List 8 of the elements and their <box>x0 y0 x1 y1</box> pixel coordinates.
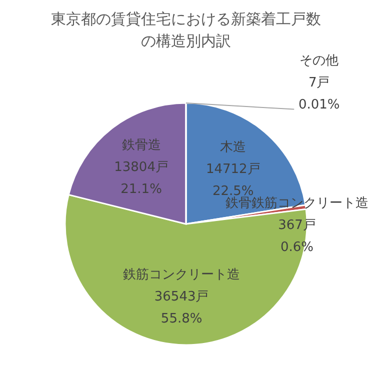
slice-label: 木造 <box>220 140 246 155</box>
slice-label: 鉄骨造 <box>122 138 161 153</box>
slice-label: 鉄筋コンクリート造 <box>123 267 240 282</box>
chart-title: 東京都の賃貸住宅における新築着工戸数の構造別内訳 <box>51 10 321 50</box>
data-label: 36543戸 55.8% <box>154 289 209 326</box>
data-label: 13804戸 21.1% <box>114 160 168 197</box>
slice-label: その他 <box>300 53 339 68</box>
data-label: 7戸 0.01% <box>298 75 340 112</box>
